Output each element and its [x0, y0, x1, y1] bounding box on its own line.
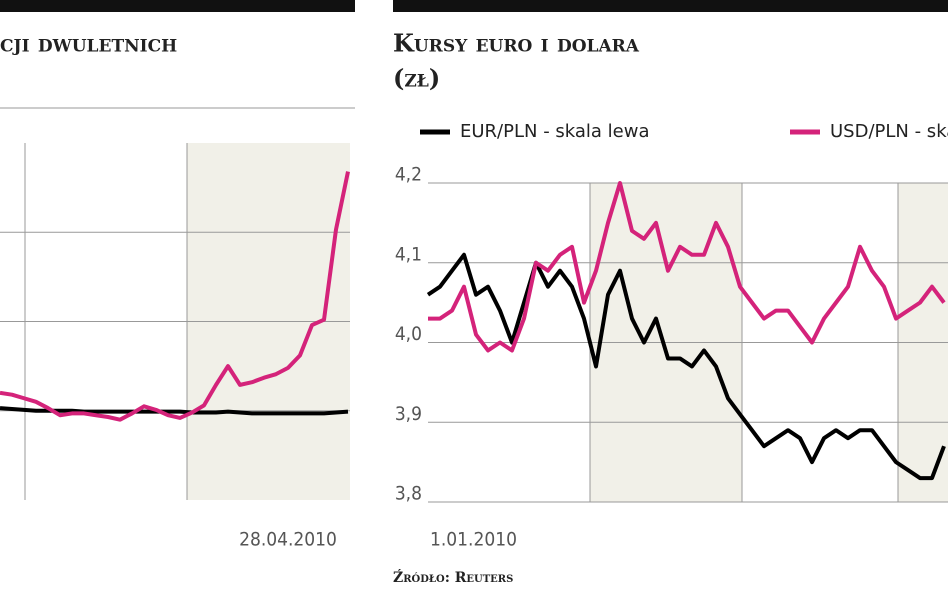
- chart-title: cji dwuletnich: [0, 29, 177, 58]
- x-tick-label: 1.01.2010: [430, 529, 517, 551]
- y-tick-label: 4,0: [395, 323, 422, 345]
- header-bar: [0, 0, 355, 12]
- chart-title: Kursy euro i dolara: [393, 29, 640, 58]
- legend-label: USD/PLN - skala prawa: [830, 121, 948, 142]
- x-tick-label: 28.04.2010: [239, 529, 337, 551]
- chart-subtitle: (zł): [393, 64, 440, 93]
- y-tick-label: 3,9: [395, 403, 422, 425]
- y-tick-label: 3,8: [395, 483, 422, 505]
- source: Źródło: Reuters: [393, 568, 513, 586]
- data-line: [0, 171, 350, 422]
- legend-label: EUR/PLN - skala lewa: [460, 121, 650, 142]
- y-tick-label: 4,2: [395, 164, 422, 186]
- data-line: [0, 406, 349, 416]
- data-line: [426, 252, 946, 481]
- data-line: [428, 181, 946, 353]
- header-bar: [393, 0, 948, 12]
- y-tick-label: 4,1: [395, 243, 422, 265]
